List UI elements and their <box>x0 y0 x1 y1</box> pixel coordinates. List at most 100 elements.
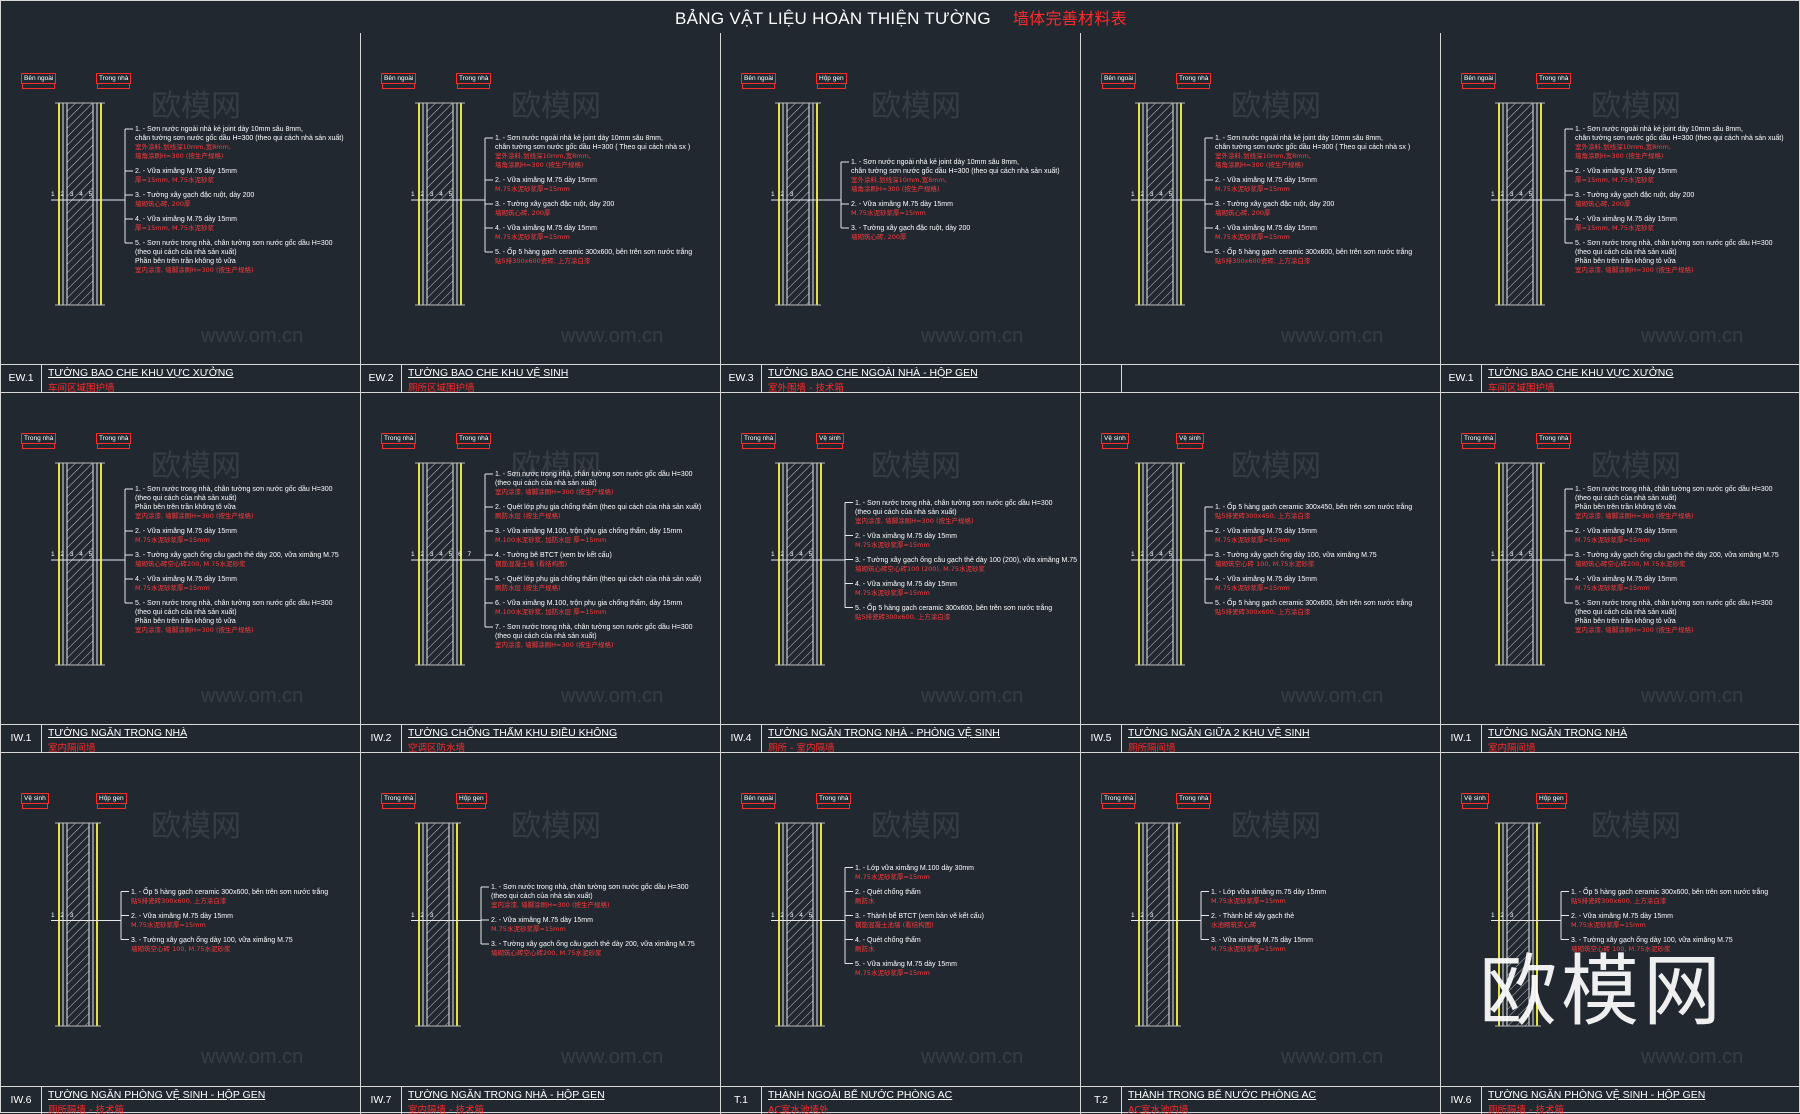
detail-code: IW.5 <box>1081 725 1122 752</box>
note-line: 贴5排瓷砖300x600, 上方涂白漆 <box>855 612 951 621</box>
detail-label-strip: IW.6 TƯỜNG NGĂN PHÒNG VỆ SINH - HỘP GEN 厕所… <box>1 1086 360 1114</box>
note-line: 厚=15mm, M.75水泥砂浆 <box>135 176 214 184</box>
wall-detail-cell: 1 2 3 4 5 6 7 Trong nhà Trong nhà 1. - Sơn … <box>361 393 721 753</box>
wall-detail-cell: 1 2 3 Trong nhà Trong nhà 1. - Lớp vữa ximă… <box>1081 753 1441 1114</box>
wall-section-drawing <box>1131 462 1213 666</box>
detail-title-vn: TƯỜNG BAO CHE NGOÀI NHÀ - HỘP GEN <box>768 367 978 379</box>
note-line: 5. - Ốp 5 hàng gạch ceramic 300x600, bên… <box>855 604 1053 612</box>
layer-note: 3. - Tường xây gạch đặc ruột, dày 200 墙砌筑… <box>135 191 254 209</box>
detail-title-cn: 空调区防水墙 <box>408 743 466 753</box>
note-line: 4. - Vữa ximăng M.75 dày 15mm <box>1575 576 1677 583</box>
wall-detail-cell: 1 2 3 Vệ sinh Hộp gen 1. - Ốp 5 hàng gạch c… <box>1 753 361 1114</box>
detail-code: IW.1 <box>1 725 42 752</box>
detail-label-strip: T.2 THÀNH TRONG BỂ NƯỚC PHÒNG AC AC室水池内墙 <box>1081 1086 1440 1114</box>
note-line: 1. - Sơn nước ngoài nhà kẻ joint dày 10m… <box>1575 126 1743 133</box>
note-line: 4. - Vữa ximăng M.75 dày 15mm <box>495 225 597 232</box>
side-tag-left: Bên ngoài <box>1101 73 1137 89</box>
note-line: 墙砌筑心砖空心砖200, M.75水泥砂浆 <box>135 560 246 568</box>
wall-detail-cell: 1 2 3 Trong nhà Hộp gen 1. - Sơn nước trong… <box>361 753 721 1114</box>
note-line: 3. - Vữa ximăng M.100, trộn phụ gia chốn… <box>495 528 683 535</box>
note-line: 室内涂漆, 墙脚涂刷H=300 (按生产规格) <box>495 641 614 649</box>
layer-note: 3. - Tường xây gạch ống câu gạch thẻ dày… <box>491 940 695 958</box>
wall-detail-cell: 1 2 3 4 5 Vệ sinh Vệ sinh 1. - Ốp 5 hàng gạ… <box>1081 393 1441 753</box>
layer-note: 3. - Vữa ximăng M.100, trộn phụ gia chốn… <box>495 527 682 545</box>
layer-note: 2. - Vữa ximăng M.75 dày 15mm M.75水泥砂浆厚=1… <box>131 912 233 930</box>
detail-title-vn: TƯỜNG NGĂN GIỮA 2 KHU VỆ SINH <box>1128 727 1310 739</box>
note-line: 2. - Vữa ximăng M.75 dày 15mm <box>1571 912 1673 920</box>
note-line: 墙角涂刷H=300 (按生产规格) <box>495 161 584 169</box>
layer-note: 4. - Vữa ximăng M.75 dày 15mm M.75水泥砂浆厚=1… <box>855 580 957 598</box>
layer-note: 3. - Tường xây gạch ống câu gạch thẻ dày… <box>135 551 339 569</box>
layer-numbers: 1 2 3 <box>411 911 436 919</box>
layer-note: 3. - Tường xây gạch ống câu gạch thẻ dày… <box>1575 551 1779 569</box>
layer-note: 2. - Vữa ximăng M.75 dày 15mm M.75水泥砂浆厚=1… <box>855 532 957 550</box>
note-line: 墙砌筑空心砖 100, M.75水泥砂浆 <box>1571 944 1671 953</box>
wall-section-drawing <box>771 102 849 306</box>
masonry-core-hatch <box>786 102 810 306</box>
detail-title-vn: TƯỜNG NGĂN TRONG NHÀ - HỘP GEN <box>408 1089 605 1101</box>
layer-note: 1. - Sơn nước ngoài nhà kẻ joint dày 10m… <box>1575 125 1784 161</box>
wall-section-drawing <box>771 462 853 666</box>
note-line: 室内涂漆, 墙脚涂刷H=300 (按生产规格) <box>135 512 254 520</box>
detail-label-strip: IW.4 TƯỜNG NGĂN TRONG NHÀ - PHÒNG VỆ SINH… <box>721 724 1080 752</box>
note-line: 1. - Ốp 5 hàng gạch ceramic 300x450, bên… <box>1215 504 1413 511</box>
note-line: 2. - Vữa ximăng M.75 dày 15mm <box>851 201 953 208</box>
layer-note: 1. - Lớp vữa ximăng M.100 dày 30mm M.75水泥… <box>855 864 974 882</box>
note-line: M.75水泥砂浆厚=15mm <box>1215 233 1290 241</box>
note-line: 墙砌筑心砖, 200厚 <box>851 233 907 241</box>
note-line: Phần bên trên trần không tô vữa <box>135 504 236 511</box>
note-line: 2. - Quét chống thấm <box>855 888 921 896</box>
note-line: 2. - Vữa ximăng M.75 dày 15mm <box>135 168 237 175</box>
note-line: M.75水泥砂浆厚=15mm <box>855 968 930 977</box>
note-line: 4. - Vữa ximăng M.75 dày 15mm <box>1215 576 1317 583</box>
wall-detail-cell: 1 2 3 Bên ngoài Hộp gen 1. - Sơn nước ngoài… <box>721 33 1081 393</box>
note-line: 墙砌筑心砖, 200厚 <box>1575 200 1631 208</box>
layer-note: 5. - Sơn nước trong nhà, chân tường sơn … <box>135 599 333 635</box>
note-line: 室外涂料,划线深10mm,宽8mm, <box>1215 152 1311 160</box>
layer-note: 2. - Vữa ximăng M.75 dày 15mm M.75水泥砂浆厚=1… <box>491 916 593 934</box>
note-line: 墙角涂刷H=300 (按生产规格) <box>1215 161 1304 169</box>
masonry-core-hatch <box>66 462 94 666</box>
layer-note: 1. - Sơn nước trong nhà, chân tường sơn … <box>1575 485 1773 521</box>
layer-note: 1. - Sơn nước ngoài nhà kẻ joint dày 10m… <box>1215 134 1410 170</box>
layer-note: 2. - Quét chống thấm 刷防水 <box>855 888 921 906</box>
layer-note: 1. - Sơn nước ngoài nhà kẻ joint dày 10m… <box>495 134 690 170</box>
note-line: 3. - Tường xây gạch ống câu gạch thẻ dày… <box>491 941 695 948</box>
note-line: Phần bên trên trần không tô vữa <box>135 618 236 625</box>
note-line: 室内涂漆, 墙脚涂刷H=300 (按生产规格) <box>1575 512 1694 520</box>
layer-note: 3. - Tường xây gạch ống câu gạch thẻ dày… <box>855 556 1077 574</box>
masonry-core-hatch <box>786 462 814 666</box>
layer-note: 6. - Vữa ximăng M.100, trộn phụ gia chốn… <box>495 599 682 617</box>
note-line: M.75水泥砂浆厚=15mm <box>855 872 930 881</box>
layer-numbers: 1 2 3 4 5 <box>51 191 95 198</box>
detail-code: T.1 <box>721 1087 762 1114</box>
masonry-core-hatch <box>786 822 814 1027</box>
wall-detail-cell: 1 2 3 4 5 Bên ngoài Trong nhà 1. - Lớp vữa … <box>721 753 1081 1114</box>
note-line: 5. - Sơn nước trong nhà, chân tường sơn … <box>135 240 333 247</box>
side-tag-right: Trong nhà <box>816 793 852 809</box>
masonry-core-hatch <box>1146 822 1170 1027</box>
masonry-core-hatch <box>426 822 450 1027</box>
note-line: 室外涂料,划线深10mm,宽8mm, <box>495 152 591 160</box>
wall-section-drawing <box>411 822 489 1027</box>
note-line: 室内涂漆, 墙脚涂刷H=300 (按生产规格) <box>491 901 610 909</box>
detail-title-cn: 室内隔间墙 <box>48 743 96 753</box>
note-line: 3. - Tường xây gạch ống dày 100, vữa xim… <box>1215 552 1377 559</box>
detail-title-cn: 厕所隔墙 - 技术箱 <box>48 1105 124 1114</box>
layer-numbers: 1 2 3 4 5 <box>411 191 455 198</box>
note-line: 刷防水 <box>855 944 875 953</box>
layer-note: 5. - Quét lớp phụ gia chống thấm (theo q… <box>495 575 701 593</box>
detail-title-vn: TƯỜNG BAO CHE KHU VỆ SINH <box>408 367 569 379</box>
note-line: 3. - Tường xây gạch đặc ruột, dày 200 <box>495 201 615 208</box>
layer-note: 5. - Ốp 5 hàng gạch ceramic 300x600, bên… <box>1215 599 1412 617</box>
note-line: 4. - Vữa ximăng M.75 dày 15mm <box>855 580 957 588</box>
layer-note: 1. - Sơn nước ngoài nhà kẻ joint dày 10m… <box>135 125 344 161</box>
layer-numbers: 1 2 3 4 5 <box>1491 191 1535 198</box>
layer-note: 2. - Vữa ximăng M.75 dày 15mm M.75水泥砂浆厚=1… <box>1571 912 1673 930</box>
layer-note: 4. - Tường bê BTCT (xem bv kết cấu) 钢筋混凝土… <box>495 551 612 569</box>
detail-code: IW.6 <box>1441 1087 1482 1114</box>
side-tag-left: Trong nhà <box>1461 433 1497 449</box>
note-line: 厚=15mm, M.75水泥砂浆 <box>1575 176 1654 184</box>
layer-note: 3. - Tường xây gạch ống dày 100, vữa xim… <box>1215 551 1377 569</box>
detail-title-cn: 厕所隔墙 - 技术箱 <box>1488 1105 1564 1114</box>
